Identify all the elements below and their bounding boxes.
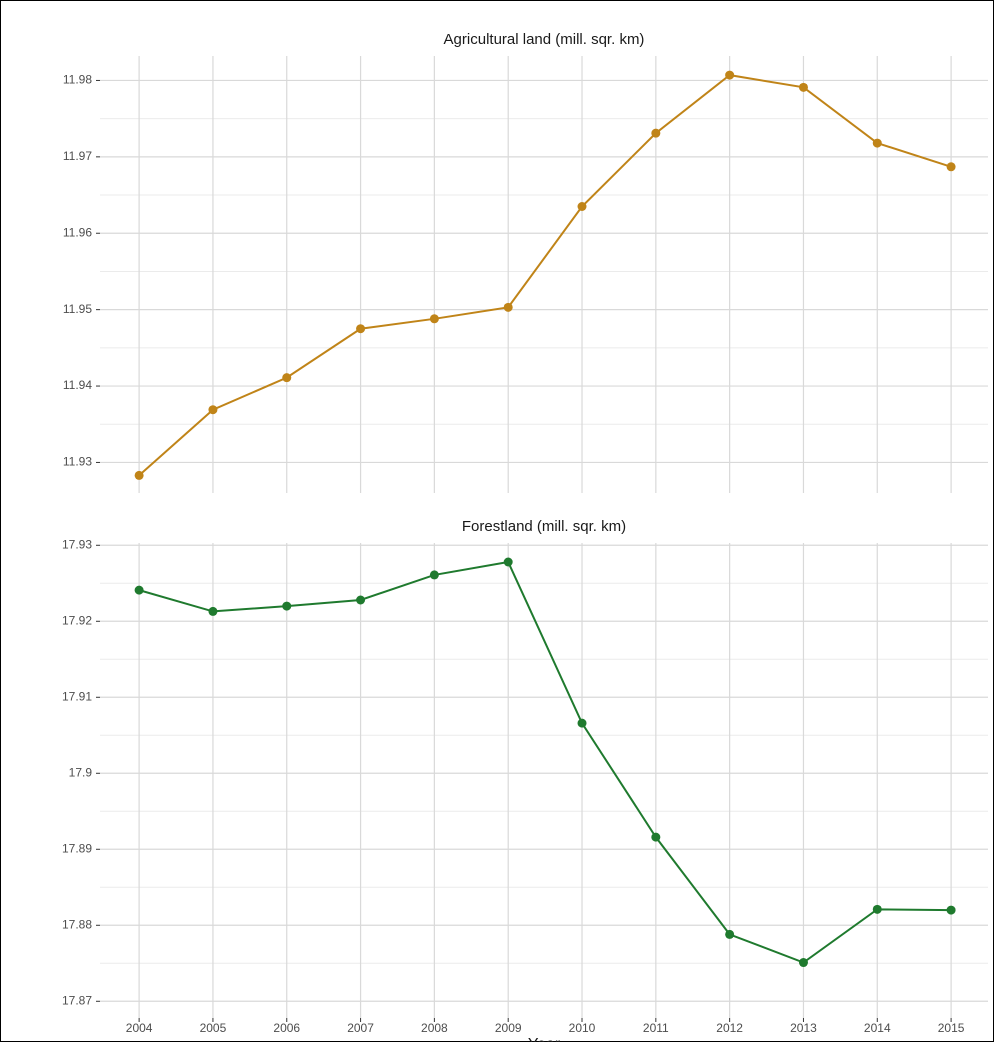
data-point: [503, 557, 513, 567]
data-point: [134, 585, 144, 595]
x-tick-label: 2009: [495, 1021, 522, 1035]
data-point: [429, 570, 439, 580]
data-point: [651, 128, 661, 138]
data-point: [282, 601, 292, 611]
y-tick-label: 11.96: [63, 225, 92, 239]
data-point: [946, 162, 956, 172]
data-point: [282, 373, 292, 383]
x-axis-title: Year: [528, 1036, 561, 1042]
data-point: [946, 905, 956, 915]
data-line: [138, 74, 952, 477]
data-point: [725, 70, 735, 80]
y-tick-label: 11.93: [63, 455, 92, 469]
data-point: [429, 314, 439, 324]
data-point: [134, 470, 144, 480]
x-tick-label: 2011: [643, 1021, 669, 1035]
data-point: [798, 958, 808, 968]
x-tick-label: 2015: [938, 1021, 965, 1035]
y-tick-label: 11.95: [63, 302, 92, 316]
data-point: [725, 929, 735, 939]
x-tick-label: 2012: [716, 1021, 743, 1035]
y-tick-label: 17.9: [69, 765, 93, 779]
data-point: [356, 595, 366, 605]
data-point: [872, 904, 882, 914]
y-tick-label: 11.97: [63, 149, 92, 163]
x-tick-label: 2005: [200, 1021, 227, 1035]
x-tick-label: 2006: [273, 1021, 300, 1035]
x-tick-label: 2010: [569, 1021, 596, 1035]
data-point: [577, 718, 587, 728]
y-tick-label: 17.88: [62, 917, 92, 931]
panel-title: Forestland (mill. sqr. km): [462, 518, 626, 535]
data-point: [798, 82, 808, 92]
x-tick-label: 2007: [347, 1021, 374, 1035]
y-tick-label: 11.98: [63, 73, 92, 87]
y-tick-label: 17.89: [62, 841, 92, 855]
x-tick-label: 2008: [421, 1021, 448, 1035]
data-point: [356, 324, 366, 334]
data-point: [208, 405, 218, 415]
y-tick-label: 17.93: [62, 537, 92, 551]
data-point: [503, 302, 513, 312]
data-point: [208, 606, 218, 616]
x-tick-label: 2013: [790, 1021, 817, 1035]
y-tick-label: 11.94: [63, 378, 92, 392]
data-point: [577, 202, 587, 212]
y-tick-label: 17.87: [62, 993, 92, 1007]
y-tick-label: 17.91: [62, 689, 92, 703]
data-line: [138, 560, 952, 964]
data-point: [872, 138, 882, 148]
y-tick-label: 17.92: [62, 613, 92, 627]
x-tick-label: 2004: [126, 1021, 153, 1035]
x-tick-label: 2014: [864, 1021, 891, 1035]
data-point: [651, 832, 661, 842]
panel-title: Agricultural land (mill. sqr. km): [444, 31, 645, 48]
